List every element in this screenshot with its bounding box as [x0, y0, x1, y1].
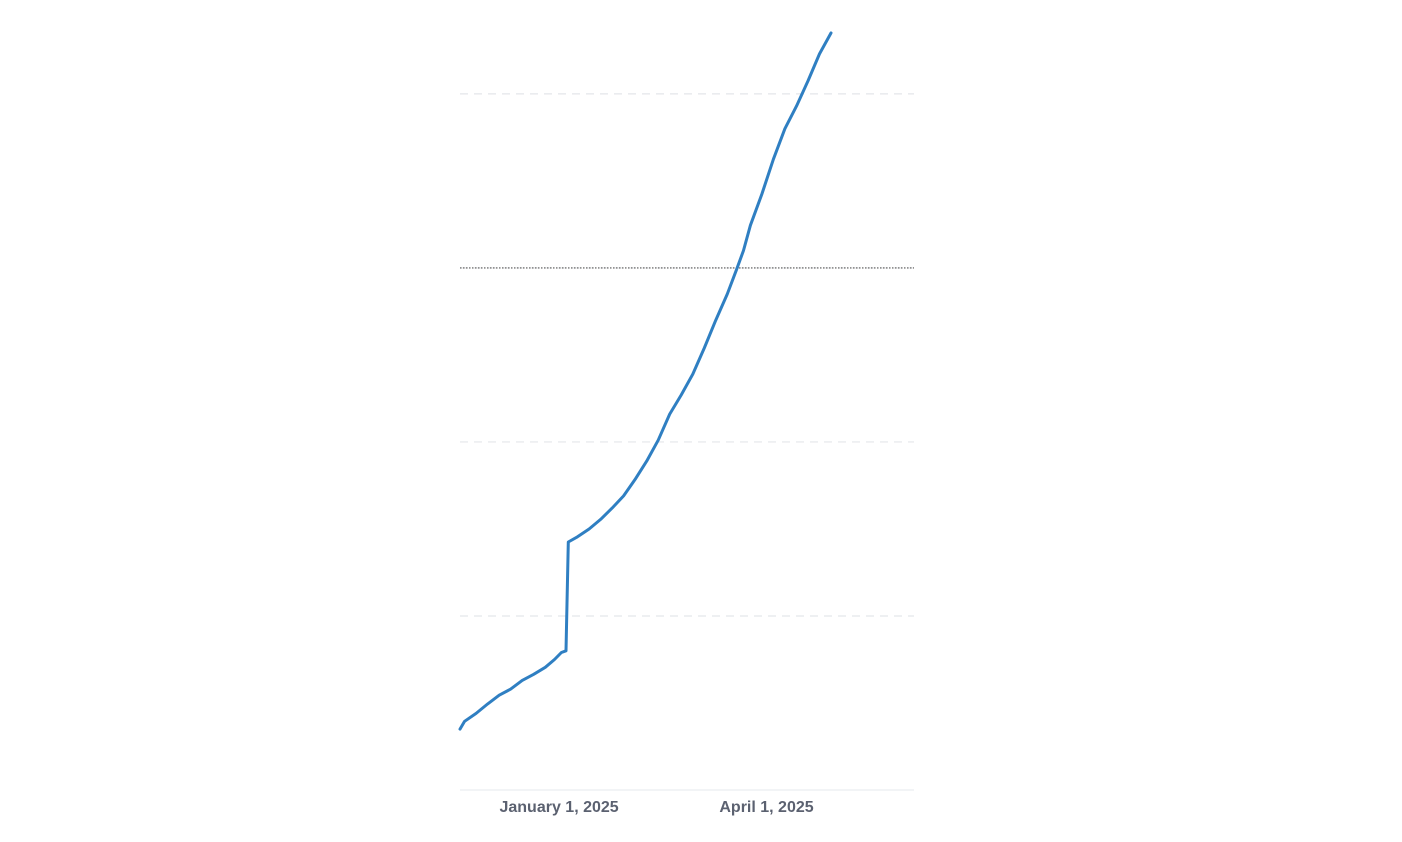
x-axis: January 1, 2025 April 1, 2025 [460, 789, 914, 816]
series-line-0 [458, 31, 833, 731]
x-tick-label: January 1, 2025 [499, 799, 618, 816]
x-tick-label: April 1, 2025 [719, 799, 813, 816]
gridlines [460, 93, 914, 617]
series-layer [458, 31, 833, 731]
